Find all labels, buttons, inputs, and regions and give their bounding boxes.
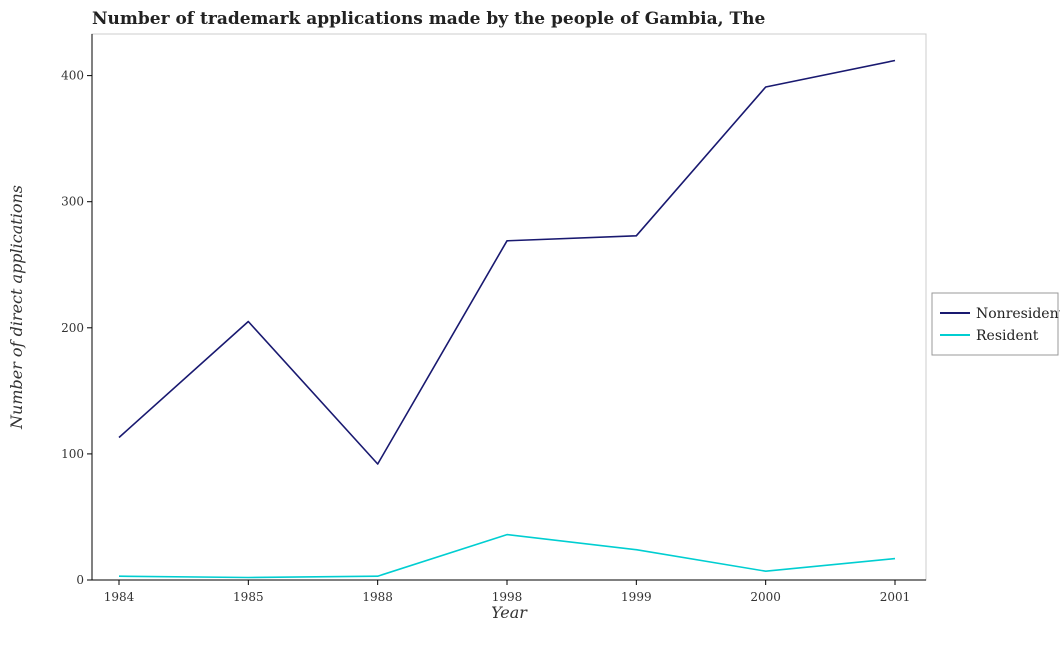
plot-area [91,33,927,581]
x-tick-label: 2001 [880,590,911,604]
x-tick-label: 1984 [104,590,135,604]
y-axis-label: Number of direct applications [7,185,26,430]
x-tick-label: 2000 [750,590,781,604]
y-tick-label: 0 [76,573,84,587]
legend-label: Resident [976,328,1039,344]
x-tick-label: 1988 [362,590,393,604]
y-tick-label: 300 [61,195,84,209]
legend: Nonresident Resident [931,292,1060,356]
y-axis: 0 100 200 300 400 [61,69,92,587]
x-tick-label: 1985 [233,590,264,604]
x-axis-label: Year [491,603,528,622]
series-line-resident [118,533,896,579]
x-tick-label: 1999 [621,590,652,604]
y-tick-label: 100 [61,447,84,461]
legend-label: Nonresident [976,306,1060,322]
series-group [118,59,896,579]
series-line-nonresident [118,59,896,465]
x-axis: 1984 1985 1988 1998 1999 2000 2001 [104,580,911,604]
chart-title: Number of trademark applications made by… [92,9,765,29]
legend-box [931,292,1059,356]
y-tick-label: 400 [61,69,84,83]
y-tick-label: 200 [61,321,84,335]
x-tick-label: 1998 [492,590,523,604]
